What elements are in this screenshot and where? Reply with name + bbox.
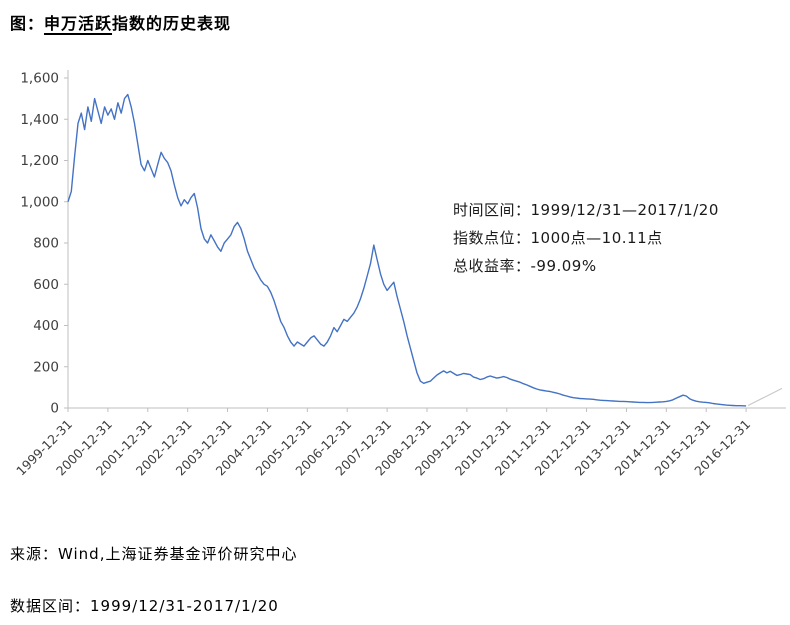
gray-tail-line [747,387,783,407]
y-tick-label: 1,400 [20,112,59,128]
y-tick-label: 1,000 [20,194,59,210]
index-line-chart: 02004006008001,0001,2001,4001,6001999-12… [13,70,786,478]
y-tick-label: 600 [33,277,59,293]
data-range-note: 数据区间：1999/12/31-2017/1/20 [10,597,279,615]
figure-title-underlined: 申万活跃 [44,14,113,33]
y-tick-label: 0 [50,401,59,417]
y-tick-label: 800 [33,236,59,252]
figure-title-prefix: 图： [10,14,45,33]
annotation-total-return: 总收益率：-99.09% [453,257,597,275]
source-note: 来源：Wind,上海证券基金评价研究中心 [10,545,298,563]
y-tick-label: 200 [33,359,59,375]
y-tick-label: 400 [33,318,59,334]
chart-annotation: 时间区间：1999/12/31—2017/1/20 指数点位：1000点—10.… [453,196,719,280]
y-tick-label: 1,200 [20,153,59,169]
annotation-time-range: 时间区间：1999/12/31—2017/1/20 [453,201,719,219]
y-tick-label: 1,600 [20,71,59,87]
annotation-index-points: 指数点位：1000点—10.11点 [453,229,663,247]
figure-title-suffix: 指数的历史表现 [112,14,232,33]
index-line [67,93,747,407]
figure-title: 图：申万活跃指数的历史表现 [10,10,231,34]
